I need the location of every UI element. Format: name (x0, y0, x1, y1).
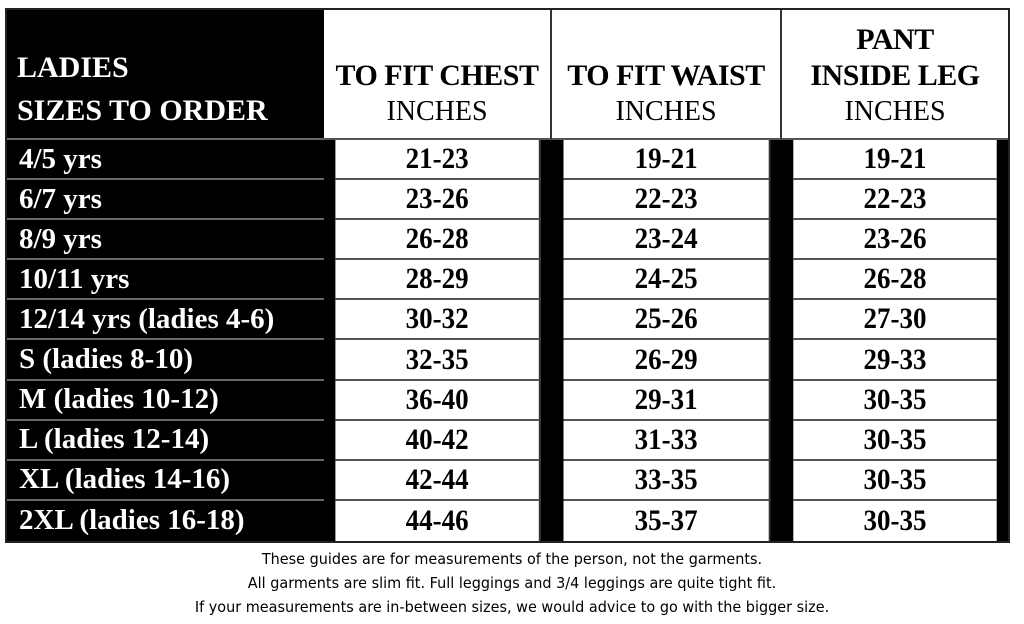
leg-cell: 30-35 (793, 420, 997, 461)
waist-cell: 26-29 (563, 340, 771, 381)
header-chest-title: TO FIT CHEST (335, 59, 539, 92)
chest-cell: 26-28 (335, 220, 541, 261)
size-cell: S (ladies 8-10) (7, 340, 324, 381)
waist-cell: 22-23 (563, 180, 771, 221)
waist-cell-text: 19-21 (634, 142, 698, 176)
size-cell-text: 6/7 yrs (19, 182, 102, 215)
leg-cell: 26-28 (793, 260, 997, 301)
waist-cell-text: 29-31 (634, 382, 698, 416)
waist-cell: 31-33 (563, 420, 771, 461)
chest-cell-text: 26-28 (405, 222, 469, 256)
chest-cell-text: 30-32 (405, 302, 469, 336)
waist-cell: 33-35 (563, 460, 771, 501)
chest-cell: 36-40 (335, 380, 541, 421)
waist-cell-text: 24-25 (634, 262, 698, 296)
size-cell: 2XL (ladies 16-18) (7, 500, 324, 541)
size-cell-text: 12/14 yrs (ladies 4-6) (19, 302, 275, 335)
chest-cell: 40-42 (335, 420, 541, 461)
waist-cell-text: 23-24 (634, 222, 698, 256)
size-cell: M (ladies 10-12) (7, 380, 324, 421)
leg-cell: 23-26 (793, 220, 997, 261)
header-leg-unit: INCHES (844, 96, 946, 127)
leg-cell-text: 23-26 (863, 222, 927, 256)
chest-cell-text: 44-46 (405, 503, 469, 537)
size-cell: 4/5 yrs (7, 140, 324, 181)
leg-cell-text: 29-33 (863, 342, 927, 376)
waist-cell: 23-24 (563, 220, 771, 261)
chest-cell: 32-35 (335, 340, 541, 381)
note-line: All garments are slim fit. Full leggings… (247, 574, 777, 592)
waist-cell: 19-21 (563, 140, 771, 181)
header-waist: TO FIT WAIST INCHES (552, 10, 782, 140)
waist-cell-text: 26-29 (634, 342, 698, 376)
size-cell-text: 10/11 yrs (19, 262, 130, 295)
waist-cell: 25-26 (563, 300, 771, 341)
size-cell-text: 2XL (ladies 16-18) (19, 504, 245, 537)
waist-cell: 35-37 (563, 500, 771, 541)
size-cell-text: S (ladies 8-10) (19, 343, 193, 376)
waist-cell-text: 25-26 (634, 302, 698, 336)
chest-cell: 21-23 (335, 140, 541, 181)
header-leg-title-1: PANT (856, 23, 934, 56)
chest-cell-text: 28-29 (405, 262, 469, 296)
chest-cell: 30-32 (335, 300, 541, 341)
waist-cell-text: 31-33 (634, 422, 698, 456)
chest-cell-text: 40-42 (405, 422, 469, 456)
chest-cell-text: 32-35 (405, 342, 469, 376)
leg-cell: 29-33 (793, 340, 997, 381)
header-waist-unit: INCHES (615, 96, 717, 127)
note-line: If your measurements are in-between size… (194, 598, 830, 616)
header-sizes-line1: LADIES (17, 51, 129, 84)
header-sizes: LADIES SIZES TO ORDER (7, 10, 324, 140)
header-chest: TO FIT CHEST INCHES (324, 10, 552, 140)
leg-cell-text: 26-28 (863, 262, 927, 296)
chest-cell: 23-26 (335, 180, 541, 221)
note-line: These guides are for measurements of the… (261, 550, 763, 568)
size-cell: L (ladies 12-14) (7, 420, 324, 461)
leg-cell: 30-35 (793, 460, 997, 501)
leg-cell-text: 30-35 (863, 462, 927, 496)
size-cell: 10/11 yrs (7, 260, 324, 301)
size-chart-table: LADIES SIZES TO ORDER TO FIT CHEST INCHE… (5, 8, 1010, 543)
size-cell: 8/9 yrs (7, 220, 324, 261)
leg-cell-text: 19-21 (863, 142, 927, 176)
leg-cell-text: 30-35 (863, 382, 927, 416)
chest-cell: 42-44 (335, 460, 541, 501)
leg-cell-text: 22-23 (863, 182, 927, 216)
size-cell-text: 8/9 yrs (19, 222, 102, 255)
size-cell-text: M (ladies 10-12) (19, 383, 219, 416)
leg-cell-text: 27-30 (863, 302, 927, 336)
chest-cell-text: 21-23 (405, 142, 469, 176)
notes: These guides are for measurements of the… (36, 547, 988, 619)
chest-cell-text: 36-40 (405, 382, 469, 416)
leg-cell: 30-35 (793, 380, 997, 421)
leg-cell: 19-21 (793, 140, 997, 181)
size-cell-text: XL (ladies 14-16) (19, 463, 231, 496)
waist-cell: 24-25 (563, 260, 771, 301)
size-cell: 12/14 yrs (ladies 4-6) (7, 300, 324, 341)
size-cell-text: 4/5 yrs (19, 142, 102, 175)
leg-cell-text: 30-35 (863, 422, 927, 456)
waist-cell-text: 33-35 (634, 462, 698, 496)
chest-cell-text: 42-44 (405, 462, 469, 496)
header-chest-unit: INCHES (386, 96, 488, 127)
waist-cell-text: 22-23 (634, 182, 698, 216)
header-sizes-line2: SIZES TO ORDER (17, 94, 268, 127)
header-waist-title: TO FIT WAIST (567, 59, 765, 92)
leg-cell: 30-35 (793, 500, 997, 541)
size-cell: XL (ladies 14-16) (7, 460, 324, 501)
waist-cell: 29-31 (563, 380, 771, 421)
waist-cell-text: 35-37 (634, 503, 698, 537)
size-cell: 6/7 yrs (7, 180, 324, 221)
leg-cell: 27-30 (793, 300, 997, 341)
leg-cell-text: 30-35 (863, 503, 927, 537)
chest-cell-text: 23-26 (405, 182, 469, 216)
size-cell-text: L (ladies 12-14) (19, 423, 210, 456)
chest-cell: 28-29 (335, 260, 541, 301)
header-leg: PANT INSIDE LEG INCHES (782, 10, 1008, 140)
leg-cell: 22-23 (793, 180, 997, 221)
header-leg-title-2: INSIDE LEG (810, 59, 980, 92)
chest-cell: 44-46 (335, 500, 541, 541)
